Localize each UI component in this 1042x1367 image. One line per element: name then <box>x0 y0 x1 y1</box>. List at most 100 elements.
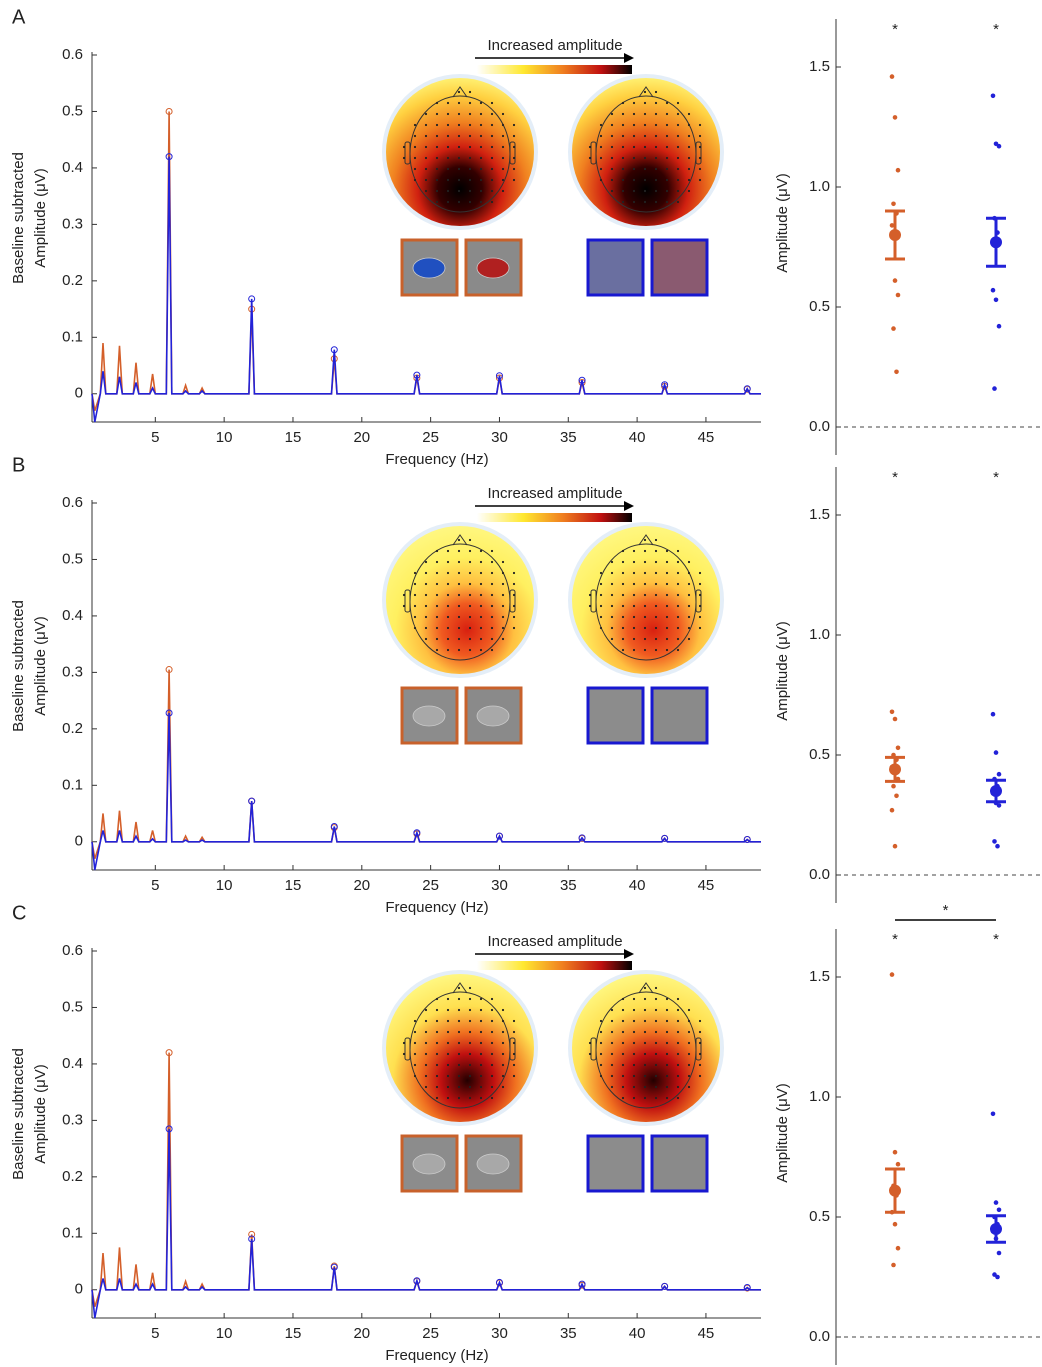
stimulus-image <box>650 1134 709 1193</box>
harmonic-marker <box>248 1235 256 1243</box>
electrode <box>698 167 702 171</box>
electrode <box>687 112 691 116</box>
electrode <box>435 200 439 204</box>
electrode <box>643 123 647 127</box>
electrode <box>621 1041 625 1045</box>
y-tick-label: 0.1 <box>62 328 83 345</box>
electrode <box>610 156 614 160</box>
electrode <box>479 637 483 641</box>
y-tick-label: 0 <box>75 833 83 850</box>
electrode <box>588 1041 592 1045</box>
electrode <box>402 145 406 149</box>
electrode <box>468 986 472 990</box>
electrode <box>676 1019 680 1023</box>
y-tick-label: 0.4 <box>62 1055 83 1072</box>
electrode <box>621 637 625 641</box>
stimulus-image <box>650 686 709 745</box>
electrode <box>457 1008 461 1012</box>
y-axis-label: Baseline subtracted <box>10 600 27 732</box>
electrode <box>490 156 494 160</box>
electrode <box>424 1008 428 1012</box>
electrode <box>413 178 417 182</box>
electrode <box>435 626 439 630</box>
electrode <box>621 189 625 193</box>
electrode <box>468 560 472 564</box>
subject-point <box>996 143 1002 149</box>
subject-point <box>992 386 997 391</box>
electrode <box>468 112 472 116</box>
colorbar-label: Increased amplitude <box>487 37 622 54</box>
electrode <box>621 178 625 182</box>
electrode <box>687 582 691 586</box>
electrode <box>457 145 461 149</box>
harmonic-marker <box>330 823 338 831</box>
electrode <box>468 1096 472 1100</box>
electrode <box>424 1041 428 1045</box>
y-tick-label: 0.3 <box>62 215 83 232</box>
electrode <box>654 101 658 105</box>
y-tick-label: 0.5 <box>809 298 830 315</box>
subject-point <box>992 839 997 844</box>
electrode <box>435 593 439 597</box>
electrode <box>643 134 647 138</box>
colorbar <box>477 65 632 74</box>
electrode <box>501 134 505 138</box>
electrode <box>665 112 669 116</box>
electrode <box>457 582 461 586</box>
electrode <box>490 178 494 182</box>
y-tick-label: 0.2 <box>62 1168 83 1185</box>
electrode <box>435 1074 439 1078</box>
electrode <box>676 200 680 204</box>
electrode <box>610 123 614 127</box>
y-tick-label: 0.4 <box>62 607 83 624</box>
colorbar-label: Increased amplitude <box>487 485 622 502</box>
electrode <box>698 145 702 149</box>
stimulus-object <box>412 257 446 279</box>
electrode <box>632 123 636 127</box>
electrode <box>632 549 636 553</box>
y-axis-label: Amplitude (μV) <box>32 616 49 716</box>
electrode <box>621 167 625 171</box>
electrode <box>599 145 603 149</box>
electrode <box>501 593 505 597</box>
electrode <box>632 560 636 564</box>
electrode <box>632 167 636 171</box>
electrode <box>468 1008 472 1012</box>
electrode <box>479 167 483 171</box>
ear <box>590 1037 597 1061</box>
electrode <box>457 167 461 171</box>
electrode <box>479 123 483 127</box>
electrode <box>446 145 450 149</box>
harmonic-marker <box>330 346 338 354</box>
electrode <box>468 538 472 542</box>
electrode <box>654 200 658 204</box>
electrode <box>610 1085 614 1089</box>
subject-point <box>895 167 901 173</box>
subject-point <box>891 1262 896 1268</box>
harmonic-marker <box>413 374 421 382</box>
x-tick-label: 5 <box>151 1325 159 1342</box>
stimulus-object <box>412 1153 446 1175</box>
electrode <box>654 189 658 193</box>
electrode <box>424 123 428 127</box>
ear <box>590 589 597 613</box>
electrode <box>665 1030 669 1034</box>
electrode <box>621 1008 625 1012</box>
stimulus-image <box>586 238 645 297</box>
electrode <box>687 637 691 641</box>
electrode <box>424 1085 428 1089</box>
x-tick-label: 20 <box>353 877 370 894</box>
electrode <box>468 626 472 630</box>
subject-point <box>996 1250 1002 1256</box>
electrode <box>446 1030 450 1034</box>
electrode <box>468 582 472 586</box>
electrode <box>621 593 625 597</box>
topomap <box>572 78 720 226</box>
y-tick-label: 0.0 <box>809 866 830 883</box>
subject-point <box>996 771 1002 777</box>
electrode <box>501 1008 505 1012</box>
electrode <box>435 582 439 586</box>
electrode <box>665 1085 669 1089</box>
subject-point <box>889 709 895 715</box>
x-axis-label: Frequency (Hz) <box>385 899 488 916</box>
